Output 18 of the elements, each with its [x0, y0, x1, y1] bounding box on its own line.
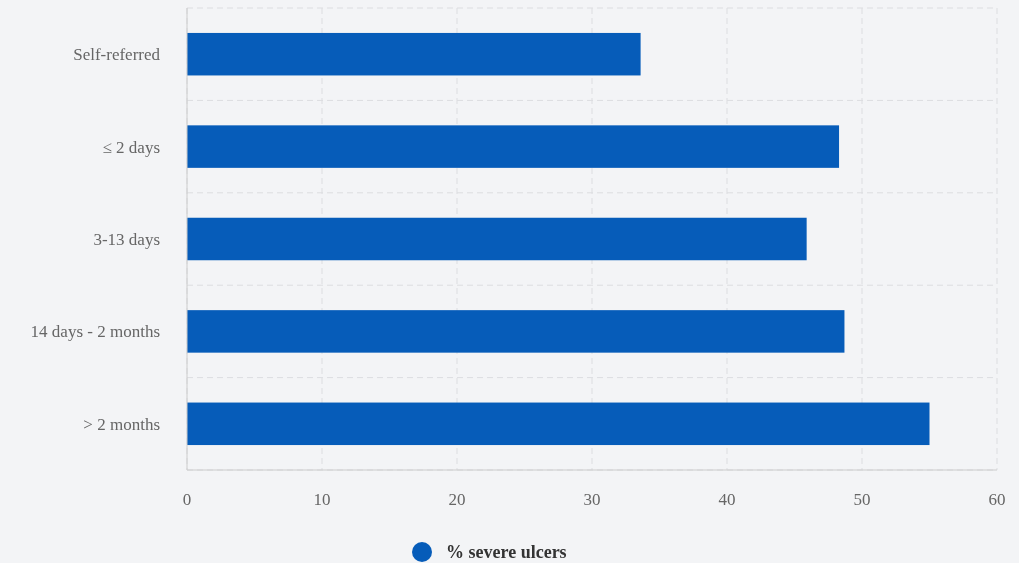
- y-tick-label: 3-13 days: [93, 229, 160, 249]
- bar: [187, 217, 807, 261]
- x-tick-label: 60: [988, 490, 1006, 509]
- bar: [187, 32, 641, 76]
- x-tick-label: 30: [583, 490, 601, 509]
- legend-label: % severe ulcers: [446, 542, 567, 563]
- y-tick-label: > 2 months: [83, 414, 160, 434]
- y-tick-label: ≤ 2 days: [102, 137, 160, 157]
- y-tick-label: Self-referred: [73, 45, 161, 65]
- bar: [187, 125, 840, 168]
- y-tick-label: 14 days - 2 months: [30, 322, 160, 342]
- x-tick-label: 50: [853, 490, 871, 509]
- x-tick-label: 40: [718, 490, 736, 509]
- x-tick-label: 10: [313, 490, 331, 509]
- x-tick-label: 20: [448, 490, 466, 509]
- x-tick-label: 0: [182, 490, 192, 509]
- bar: [187, 402, 930, 446]
- bar: [187, 310, 845, 353]
